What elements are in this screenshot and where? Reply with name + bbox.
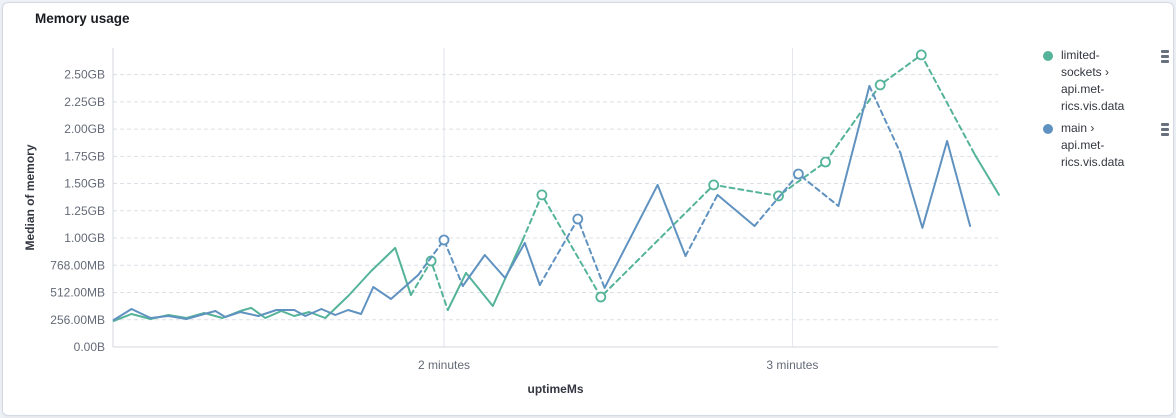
series-line-main: [684, 193, 719, 257]
y-axis-tick-label: 768.00MB: [50, 258, 105, 272]
data-point-marker: [536, 189, 548, 201]
y-axis-tick-label: 1.00GB: [64, 231, 105, 245]
x-axis-tick-label: 2 minutes: [418, 358, 470, 372]
icon-bar: [1161, 133, 1169, 136]
data-point-marker: [874, 79, 886, 91]
y-axis-tick-label: 512.00MB: [50, 286, 105, 300]
y-axis-tick-label: 1.75GB: [64, 149, 105, 163]
data-point-marker: [793, 168, 804, 180]
series-line-limited-sockets: [409, 260, 449, 311]
y-axis-tick-label: 256.00MB: [50, 313, 105, 327]
icon-bar: [1161, 123, 1169, 126]
x-axis-title: uptimeMs: [527, 382, 583, 396]
legend-item-limited-sockets[interactable]: limited- sockets › api.met- rics.vis.dat…: [1043, 47, 1171, 115]
legend-item-label: main › api.met- rics.vis.data: [1061, 121, 1125, 169]
legend-color-dot: [1043, 51, 1053, 61]
series-line-limited-sockets: [112, 246, 412, 322]
series-line-limited-sockets: [974, 153, 1000, 196]
series-line-main: [603, 183, 687, 289]
series-line-main: [538, 218, 606, 289]
y-axis-tick-label: 0.00B: [74, 340, 105, 354]
legend-item-main[interactable]: main › api.met- rics.vis.data: [1043, 120, 1171, 171]
series-line-main: [837, 85, 871, 207]
y-axis-tick-label: 2.50GB: [64, 68, 105, 82]
data-point-marker: [595, 291, 607, 303]
boxes-vertical-icon[interactable]: [1159, 120, 1171, 139]
data-point-marker: [820, 156, 831, 168]
icon-bar: [1161, 50, 1169, 53]
legend-item-label: limited- sockets › api.met- rics.vis.dat…: [1061, 48, 1125, 113]
y-axis-tick-label: 1.25GB: [64, 204, 105, 218]
series-line-main: [868, 85, 902, 154]
y-axis-tick-label: 1.50GB: [64, 177, 105, 191]
chart-legend: limited- sockets › api.met- rics.vis.dat…: [1043, 47, 1171, 171]
data-point-marker: [708, 179, 720, 191]
data-point-marker: [438, 234, 450, 246]
data-point-marker: [773, 190, 784, 202]
x-axis-tick-label: 3 minutes: [766, 358, 818, 372]
icon-bar: [1161, 128, 1169, 131]
boxes-vertical-icon[interactable]: [1159, 47, 1171, 66]
y-axis-tick-label: 2.25GB: [64, 95, 105, 109]
series-line-main: [417, 239, 464, 287]
series-line-main: [112, 274, 420, 321]
data-point-marker: [572, 213, 584, 225]
series-line-main: [899, 140, 972, 229]
icon-bar: [1161, 60, 1169, 63]
y-axis-title: Median of memory: [23, 144, 37, 250]
series-line-main: [716, 193, 756, 227]
legend-color-dot: [1043, 124, 1053, 134]
panel-title: Memory usage: [35, 11, 130, 26]
icon-bar: [1161, 55, 1169, 58]
series-line-main: [461, 241, 541, 287]
data-point-marker: [915, 49, 927, 61]
memory-usage-chart: 0.00B 256.00MB 512.00MB 768.00MB 1.00GB 1.25G…: [23, 48, 1000, 396]
y-axis-tick-label: 2.00GB: [64, 122, 105, 136]
